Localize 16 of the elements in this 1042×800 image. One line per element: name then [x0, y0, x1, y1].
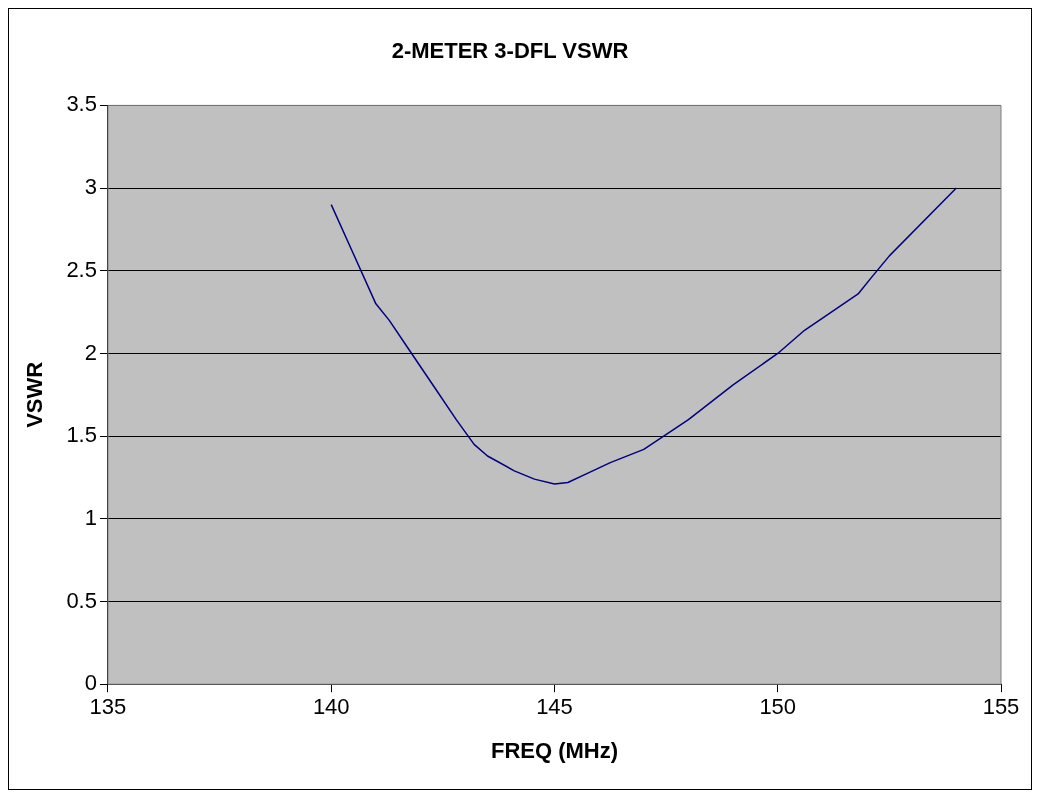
y-tick-label: 2 [84, 339, 97, 365]
y-tick-label: 0.5 [66, 587, 97, 613]
x-axis-title: FREQ (MHz) [490, 737, 619, 763]
y-tick-label: 1 [84, 504, 97, 530]
x-tick-label: 135 [89, 694, 127, 720]
y-tick-label: 0 [84, 670, 97, 696]
x-tick-label: 150 [759, 694, 797, 720]
y-tick-label: 3.5 [66, 91, 97, 117]
chart-title: 2-METER 3-DFL VSWR [391, 38, 629, 64]
y-tick-label: 1.5 [66, 422, 97, 448]
x-tick-label: 145 [536, 694, 573, 720]
y-tick-label: 2.5 [66, 256, 97, 282]
y-tick-label: 3 [84, 174, 97, 200]
x-tick-label: 140 [312, 694, 350, 720]
y-axis-title: VSWR [22, 361, 48, 428]
x-tick-label: 155 [982, 694, 1020, 720]
